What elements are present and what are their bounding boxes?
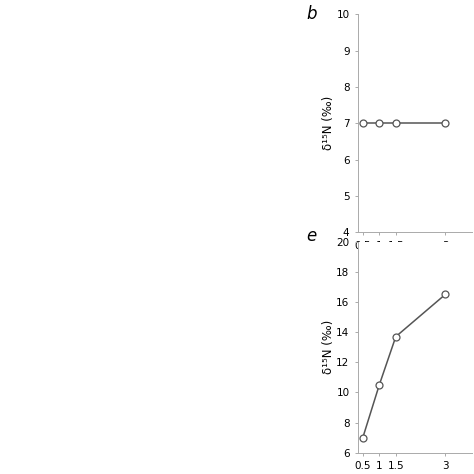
Point [441,291,449,298]
Point [359,434,366,441]
Point [375,119,383,127]
Point [392,333,400,340]
Y-axis label: δ¹⁵N (‰): δ¹⁵N (‰) [322,320,335,374]
Text: b: b [307,6,317,24]
Y-axis label: δ¹⁵N (‰): δ¹⁵N (‰) [322,96,335,150]
Point [359,119,366,127]
Point [375,381,383,389]
Point [441,119,449,127]
Text: e: e [307,227,317,245]
Point [392,119,400,127]
